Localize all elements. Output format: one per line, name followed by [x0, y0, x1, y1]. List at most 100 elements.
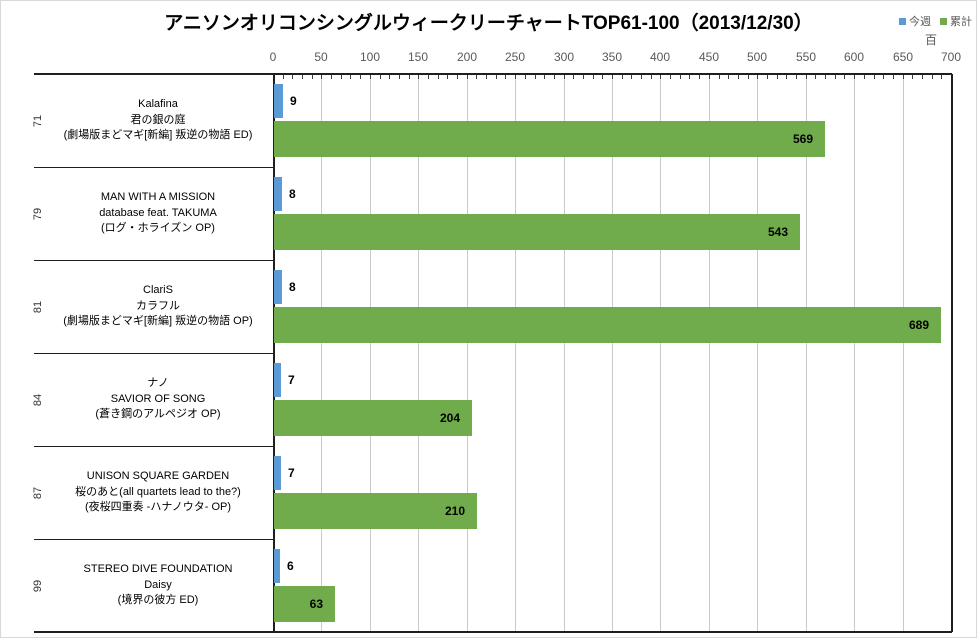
gridline	[467, 75, 468, 631]
bar-thisweek	[274, 177, 282, 211]
rank-text: 99	[32, 579, 44, 592]
category-label: Kalafina 君の銀の庭 (劇場版まどマギ[新編] 叛逆の物語 ED)	[45, 74, 271, 167]
legend-item-thisweek: 今週	[899, 13, 931, 29]
bar-cumulative	[274, 307, 942, 343]
category-label-line: (劇場版まどマギ[新編] 叛逆の物語 OP)	[63, 315, 253, 328]
category-label-line: ナノ	[147, 377, 169, 390]
category-label-line: UNISON SQUARE GARDEN	[86, 470, 230, 483]
value-label-cumulative: 569	[792, 132, 813, 146]
minor-tick	[786, 75, 787, 79]
value-label-thisweek: 7	[288, 373, 295, 387]
rank-text: 79	[32, 207, 44, 220]
legend-item-cumulative: 累計	[940, 13, 972, 29]
minor-tick	[447, 75, 448, 79]
minor-tick	[622, 75, 623, 79]
category-label: MAN WITH A MISSION database feat. TAKUMA (…	[45, 167, 271, 260]
value-label-cumulative: 204	[439, 411, 460, 425]
minor-tick	[748, 75, 749, 79]
x-axis-tick-label: 50	[314, 50, 328, 64]
row-separator	[34, 539, 273, 541]
plot-right-border	[951, 74, 953, 632]
gridline	[612, 75, 613, 631]
minor-tick	[709, 75, 710, 79]
minor-tick	[331, 75, 332, 79]
gridline	[418, 75, 419, 631]
category-label-line: MAN WITH A MISSION	[100, 191, 216, 204]
x-axis-tick-label: 450	[698, 50, 720, 64]
minor-tick	[874, 75, 875, 79]
value-label-thisweek: 7	[288, 466, 295, 480]
gridline	[757, 75, 758, 631]
x-axis-tick-label: 600	[843, 50, 865, 64]
category-label-line: STEREO DIVE FOUNDATION	[83, 563, 233, 576]
minor-tick	[360, 75, 361, 79]
value-label-thisweek: 6	[287, 559, 294, 573]
bar-cumulative	[274, 493, 478, 529]
minor-tick	[428, 75, 429, 79]
minor-tick	[651, 75, 652, 79]
chart-title: アニソンオリコンシングルウィークリーチャートTOP61-100（2013/12/…	[164, 13, 813, 34]
minor-tick	[525, 75, 526, 79]
row-separator	[34, 167, 273, 169]
rank-text: 87	[32, 486, 44, 499]
x-axis-tick-label: 0	[269, 50, 277, 64]
minor-tick	[680, 75, 681, 79]
x-axis-tick-label: 550	[795, 50, 817, 64]
gridline	[564, 75, 565, 631]
bar-cumulative	[274, 214, 800, 250]
bar-thisweek	[274, 456, 281, 490]
category-label: UNISON SQUARE GARDEN 桜のあと(all quartets le…	[45, 446, 271, 539]
minor-tick	[903, 75, 904, 79]
minor-tick	[641, 75, 642, 79]
minor-tick	[883, 75, 884, 79]
category-label-line: Kalafina	[138, 98, 178, 111]
minor-tick	[486, 75, 487, 79]
minor-tick	[312, 75, 313, 79]
minor-tick	[467, 75, 468, 79]
gridline	[515, 75, 516, 631]
category-label: ClariS カラフル (劇場版まどマギ[新編] 叛逆の物語 OP)	[45, 260, 271, 353]
value-label-cumulative: 210	[444, 504, 465, 518]
minor-tick	[806, 75, 807, 79]
legend: 今週 累計	[899, 13, 972, 29]
value-label-cumulative: 543	[767, 225, 788, 239]
bar-thisweek	[274, 270, 282, 304]
minor-tick	[689, 75, 690, 79]
minor-tick	[438, 75, 439, 79]
minor-tick	[719, 75, 720, 79]
category-label: STEREO DIVE FOUNDATION Daisy (境界の彼方 ED)	[45, 539, 271, 632]
minor-tick	[844, 75, 845, 79]
minor-tick	[496, 75, 497, 79]
value-label-cumulative: 689	[908, 318, 929, 332]
minor-tick	[699, 75, 700, 79]
minor-tick	[370, 75, 371, 79]
minor-tick	[341, 75, 342, 79]
x-axis-tick-label: 700	[940, 50, 962, 64]
minor-tick	[350, 75, 351, 79]
minor-tick	[825, 75, 826, 79]
category-label-line: (蒼き鋼のアルペジオ OP)	[95, 408, 221, 421]
minor-tick	[854, 75, 855, 79]
category-label-line: SAVIOR OF SONG	[110, 392, 206, 405]
value-label-cumulative: 63	[309, 597, 323, 611]
bar-thisweek	[274, 84, 283, 118]
rank-text: 71	[32, 114, 44, 127]
minor-tick	[302, 75, 303, 79]
category-label-line: (境界の彼方 ED)	[117, 594, 199, 607]
legend-swatch-thisweek-icon	[899, 17, 906, 25]
category-label-line: Daisy	[144, 578, 172, 591]
x-axis-tick-label: 300	[553, 50, 575, 64]
minor-tick	[922, 75, 923, 79]
x-axis-tick-label: 200	[456, 50, 478, 64]
minor-tick	[757, 75, 758, 79]
x-axis-tick-label: 400	[649, 50, 671, 64]
minor-tick	[283, 75, 284, 79]
x-axis-tick-label: 350	[601, 50, 623, 64]
category-label-line: (劇場版まどマギ[新編] 叛逆の物語 ED)	[63, 129, 253, 142]
minor-tick	[612, 75, 613, 79]
minor-tick	[941, 75, 942, 79]
gridline	[370, 75, 371, 631]
x-axis-tick-label: 250	[504, 50, 526, 64]
minor-tick	[380, 75, 381, 79]
minor-tick	[660, 75, 661, 79]
